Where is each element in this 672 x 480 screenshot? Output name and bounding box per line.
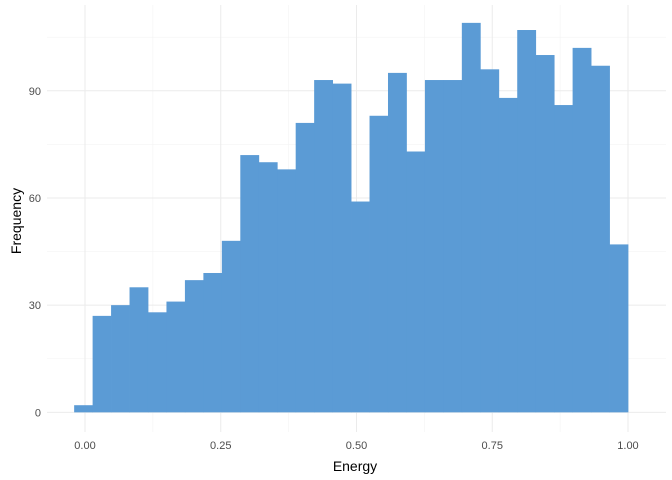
histogram-bar (92, 315, 112, 413)
y-axis-tick-labels: 0 30 60 90 (29, 86, 41, 420)
histogram-bar (111, 305, 130, 413)
histogram-bar (129, 287, 149, 413)
histogram-bar (184, 280, 204, 413)
x-axis-tick-labels: 0.00 0.25 0.50 0.75 1.00 (74, 440, 638, 452)
histogram-bar (351, 201, 370, 413)
y-axis-title: Frequency (8, 188, 24, 254)
histogram-bar (74, 405, 94, 413)
histogram-bar (461, 22, 481, 413)
x-tick-label: 1.00 (617, 440, 638, 452)
x-axis-title: Energy (333, 458, 377, 474)
histogram-bar (424, 80, 444, 413)
histogram-bar (609, 244, 629, 413)
histogram-bar (572, 47, 592, 413)
histogram-bar (480, 69, 500, 413)
x-tick-label: 0.25 (210, 440, 231, 452)
histogram-bar (258, 162, 278, 413)
histogram-bar (387, 72, 407, 413)
histogram-bar (332, 83, 352, 413)
histogram-bar (554, 105, 574, 413)
histogram-bar (443, 80, 463, 413)
histogram-bar (295, 122, 315, 413)
y-tick-label: 90 (29, 86, 41, 98)
histogram-bar (240, 155, 260, 413)
histogram-bar (314, 80, 334, 413)
histogram-bar (221, 240, 241, 413)
x-tick-label: 0.00 (74, 440, 95, 452)
histogram-bar (203, 272, 223, 413)
x-tick-label: 0.75 (482, 440, 503, 452)
histogram-bars (74, 22, 629, 413)
histogram-bar (535, 55, 555, 413)
histogram-bar (147, 312, 167, 413)
histogram-bar (369, 115, 389, 413)
histogram-bar (406, 151, 426, 413)
histogram-bar (277, 169, 297, 413)
histogram-bar (166, 301, 186, 413)
y-tick-label: 0 (35, 407, 41, 419)
histogram-bar (591, 65, 610, 413)
histogram-bar (498, 97, 518, 413)
histogram-bar (517, 30, 537, 413)
y-tick-label: 60 (29, 193, 41, 205)
y-tick-label: 30 (29, 300, 41, 312)
x-tick-label: 0.50 (346, 440, 367, 452)
